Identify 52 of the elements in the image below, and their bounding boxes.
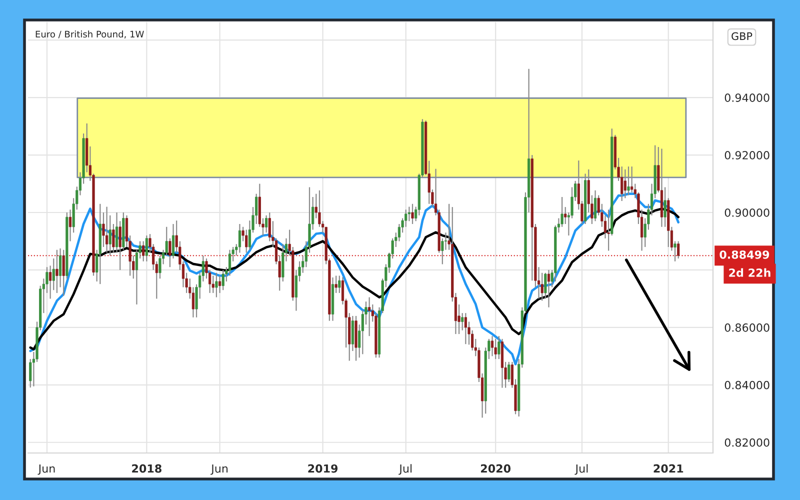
candlestick — [411, 203, 414, 225]
candlestick — [145, 234, 148, 262]
text: Euro / British Pound, 1W — [36, 30, 144, 38]
x-tick-label: Jul — [398, 464, 412, 475]
candlestick — [56, 249, 58, 294]
candlestick — [215, 272, 218, 298]
x-tick-label: 2019 — [308, 464, 338, 473]
candlestick — [338, 275, 341, 294]
y-tick-label: 0.84000 — [724, 380, 770, 390]
x-tick-label: 2020 — [481, 464, 511, 473]
ref-line-label: 0.88499 — [720, 250, 770, 259]
candlestick — [547, 269, 550, 308]
y-tick-label: 0.86000 — [724, 323, 770, 332]
candlestick — [115, 212, 118, 254]
y-tick-label: 0.94000 — [724, 94, 770, 102]
candlestick — [494, 338, 497, 360]
y-tick-label: 0.92000 — [724, 151, 770, 160]
candlestick — [677, 240, 680, 260]
line-series — [29, 208, 680, 350]
x-tick-label: 2021 — [654, 464, 684, 473]
candlestick — [461, 312, 464, 331]
candlestick — [238, 223, 242, 254]
candlestick — [498, 336, 500, 360]
y-tick-label: 0.90000 — [724, 208, 770, 217]
candlestick — [118, 220, 122, 271]
y-tick-label: 0.82000 — [724, 438, 770, 447]
candlestick — [334, 275, 338, 294]
candlestick — [142, 240, 145, 262]
candlestick — [464, 312, 467, 345]
candlestick — [106, 206, 108, 254]
candlestick — [68, 209, 72, 242]
x-tick-label: Jun — [210, 464, 228, 475]
text: 2d 22h — [729, 268, 770, 277]
y-axis-title: GBP — [732, 32, 752, 40]
candlestick — [607, 209, 610, 252]
x-tick-label: 2018 — [132, 464, 162, 473]
candlestick — [222, 269, 224, 291]
x-tick-label: Jun — [38, 464, 55, 475]
candlestick — [624, 168, 626, 199]
candlestick — [265, 214, 268, 234]
candlestick — [218, 275, 222, 294]
candlestick — [664, 186, 666, 228]
candlestick — [368, 296, 371, 337]
candlestick — [245, 229, 248, 254]
candlestick — [594, 190, 597, 222]
candlestick — [490, 336, 494, 357]
candlestick — [351, 315, 354, 352]
candlestick — [49, 265, 52, 300]
candlestick — [627, 166, 630, 196]
x-tick-label: Jul — [574, 464, 588, 475]
candlestick — [674, 240, 676, 262]
candlestick — [62, 249, 65, 296]
